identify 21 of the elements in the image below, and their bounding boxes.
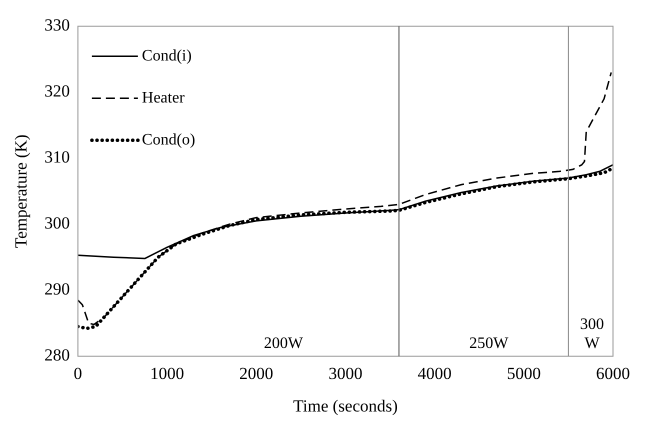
x-tick-label: 4000 — [418, 364, 452, 383]
legend-label: Cond(o) — [142, 131, 196, 148]
annotation: 200W — [264, 335, 304, 352]
y-axis-title: Temperature (K) — [12, 134, 31, 248]
legend-label: Cond(i) — [142, 47, 192, 64]
x-axis-title: Time (seconds) — [293, 396, 398, 416]
legend-label: Heater — [142, 89, 186, 106]
annotation: 250W — [469, 335, 510, 352]
x-tick-label: 1000 — [150, 364, 184, 383]
x-tick-label: 0 — [74, 364, 82, 383]
y-tick-label: 310 — [44, 148, 70, 167]
y-tick-label: 300 — [44, 214, 70, 233]
x-tick-label: 2000 — [239, 364, 274, 383]
x-tick-label: 3000 — [328, 364, 362, 383]
y-tick-label: 290 — [44, 280, 70, 299]
y-tick-label: 280 — [44, 346, 70, 365]
y-tick-label: 320 — [44, 82, 70, 101]
y-tick-label: 330 — [44, 16, 70, 35]
annotation: 300 W — [580, 316, 604, 352]
x-tick-label: 6000 — [596, 364, 630, 383]
x-tick-label: 5000 — [506, 364, 541, 383]
